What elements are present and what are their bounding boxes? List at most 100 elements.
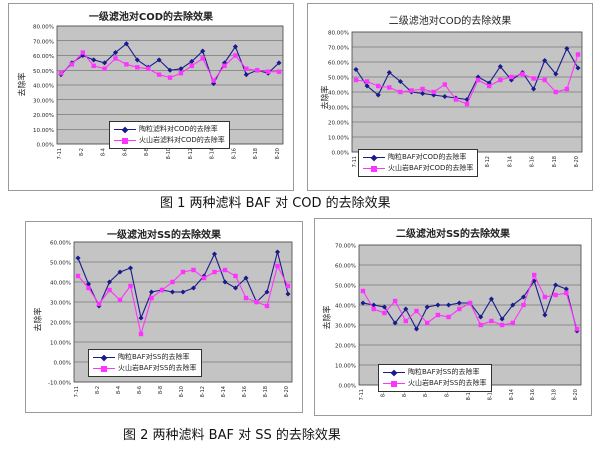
data-point — [85, 281, 92, 287]
x-tick-label: 8-14 — [507, 156, 513, 167]
data-point — [387, 85, 392, 90]
y-tick-label: 50.00% — [335, 284, 356, 290]
data-point — [446, 314, 451, 320]
data-point — [138, 331, 144, 337]
data-point — [222, 63, 227, 69]
x-tick-label: 7-11 — [359, 389, 365, 400]
data-point — [509, 74, 514, 80]
x-tick-label: 8-14 — [509, 389, 515, 400]
data-point — [499, 322, 505, 328]
data-point — [457, 306, 462, 312]
legend-label: 陶粒BAF对SS的去除率 — [118, 353, 190, 361]
data-point — [553, 89, 558, 95]
legend-label: 陶粒BAF对COD的去除率 — [388, 153, 467, 161]
data-point — [398, 89, 403, 95]
data-point — [201, 275, 207, 281]
data-point — [386, 69, 392, 76]
data-point — [553, 292, 558, 298]
legend-label: 火山岩BAF对SS的去除率 — [118, 364, 197, 372]
x-tick-label: 8-20 — [573, 389, 579, 400]
y-tick-label: 50.00% — [328, 76, 349, 82]
data-point — [102, 66, 107, 71]
data-point — [107, 287, 112, 293]
data-point — [96, 301, 102, 307]
x-tick-label: 8-10 — [179, 386, 185, 397]
data-point — [453, 97, 459, 102]
x-tick-label: 8-4 — [101, 148, 107, 156]
x-tick-label: 8-4 — [402, 389, 408, 397]
data-point — [420, 86, 425, 92]
x-tick-label: 7-11 — [57, 148, 63, 159]
x-tick-label: 8-6 — [122, 148, 128, 156]
data-point — [128, 283, 133, 289]
y-tick-label: 10.00% — [328, 136, 349, 142]
figure-1-caption: 图 1 两种滤料 BAF 对 COD 的去除效果 — [160, 196, 391, 211]
legend-entry-series-2: 火山岩BAF对SS的去除率 — [93, 363, 197, 374]
data-point — [425, 320, 430, 326]
data-point — [117, 297, 123, 303]
data-point — [233, 273, 238, 279]
data-point — [409, 88, 414, 93]
data-point — [233, 53, 238, 58]
data-point — [442, 82, 447, 87]
x-tick-label: 8-8 — [445, 389, 451, 397]
data-point — [265, 69, 271, 74]
x-tick-label: 8-12 — [188, 148, 194, 159]
y-tick-label: 10.00% — [50, 341, 71, 347]
figure-2-caption: 图 2 两种滤料 BAF 对 SS 的去除效果 — [123, 428, 341, 443]
legend-label: 陶粒滤料对COD的去除率 — [139, 125, 218, 133]
data-point — [353, 77, 359, 83]
chart-cod-second-stage: 二级滤池对COD的去除效果 去除率 0.00% 10.00% 20.00% 30.00… — [307, 3, 593, 191]
data-point — [364, 79, 370, 84]
legend-label: 火山岩滤料对COD的去除率 — [139, 136, 225, 144]
data-point — [80, 50, 85, 55]
y-tick-label: 20.00% — [50, 321, 71, 327]
data-point — [531, 76, 536, 81]
y-tick-label: 50.00% — [50, 261, 71, 267]
y-tick-label: -10.00% — [48, 381, 71, 387]
data-point — [123, 41, 129, 47]
data-point — [382, 310, 387, 316]
plot-area: 0.00% 10.00% 20.00% 30.00% 40.00% 50.00% 60.00… — [328, 31, 583, 167]
y-tick-label: 0.00% — [54, 361, 71, 367]
legend-entry-series-1: 陶粒滤料对COD的去除率 — [114, 124, 225, 135]
data-point — [403, 318, 408, 324]
data-point — [243, 295, 249, 301]
data-point — [58, 71, 64, 76]
x-tick-label: 8-20 — [275, 148, 281, 159]
data-point — [371, 306, 376, 312]
data-point — [403, 306, 409, 312]
x-tick-label: 8-16 — [530, 156, 536, 167]
y-tick-label: 40.00% — [33, 84, 54, 90]
data-point — [574, 326, 580, 332]
x-tick-label: 8-14 — [221, 386, 227, 397]
x-tick-label: 8-8 — [158, 386, 164, 394]
data-point — [510, 320, 515, 326]
x-tick-label: 7-11 — [74, 386, 80, 397]
legend: 陶粒BAF对COD的去除率 火山岩BAF对COD的去除率 — [358, 149, 479, 177]
legend-entry-series-1: 陶粒BAF对SS的去除率 — [383, 367, 487, 378]
data-point — [102, 60, 108, 66]
data-point — [75, 255, 81, 261]
x-tick-label: 8-12 — [200, 386, 206, 397]
x-tick-label: 8-6 — [423, 389, 429, 397]
y-tick-label: 0.00% — [37, 143, 54, 149]
data-point — [376, 83, 381, 89]
data-point — [498, 77, 503, 83]
data-point — [91, 63, 96, 69]
plot-area: -10.00% 0.00% 10.00% 20.00% 30.00% 40.00% 50.0… — [48, 241, 293, 397]
data-point — [200, 56, 205, 61]
y-tick-label: 30.00% — [50, 301, 71, 307]
data-point — [146, 66, 151, 71]
y-tick-label: 20.00% — [33, 113, 54, 119]
y-tick-label: 10.00% — [335, 364, 356, 370]
data-point — [564, 86, 570, 92]
data-point — [487, 83, 492, 89]
x-tick-label: 8-12 — [487, 389, 493, 400]
y-tick-label: 30.00% — [335, 324, 356, 330]
data-point — [124, 62, 129, 67]
x-tick-label: 8-18 — [263, 386, 269, 397]
y-tick-label: 10.00% — [33, 128, 54, 134]
data-point — [497, 63, 503, 70]
data-point — [564, 290, 569, 296]
